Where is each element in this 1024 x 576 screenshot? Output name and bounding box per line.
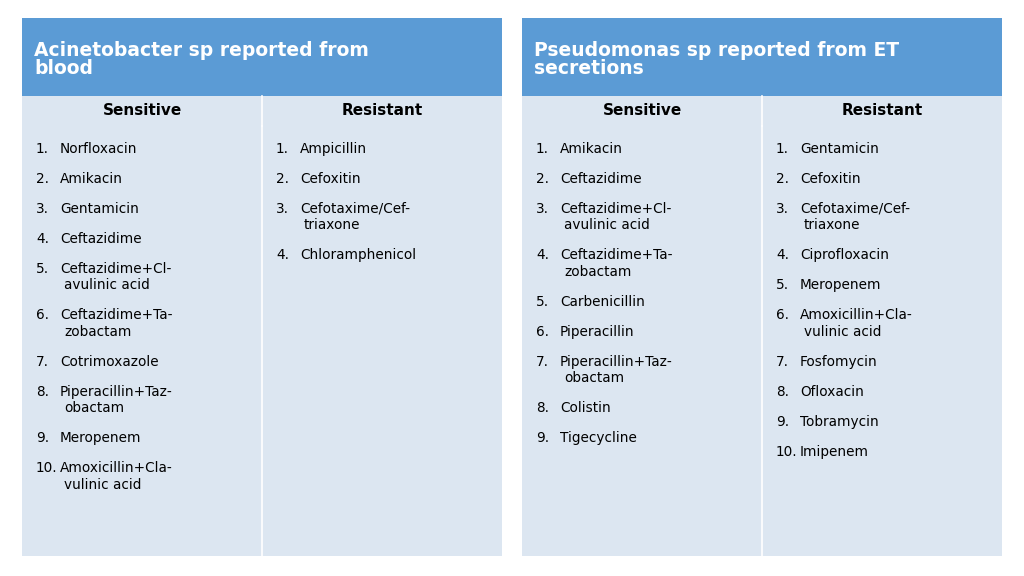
Text: 3.: 3.: [776, 202, 790, 215]
Text: Resistant: Resistant: [842, 103, 923, 118]
Text: Cefotaxime/Cef-: Cefotaxime/Cef-: [300, 202, 410, 215]
Text: Ceftazidime+Ta-: Ceftazidime+Ta-: [560, 248, 673, 262]
Text: 1.: 1.: [776, 142, 790, 156]
Text: 6.: 6.: [36, 308, 49, 322]
FancyBboxPatch shape: [522, 126, 1002, 556]
Text: Carbenicillin: Carbenicillin: [560, 294, 645, 309]
Text: avulinic acid: avulinic acid: [63, 278, 150, 292]
Text: Acinetobacter sp reported from: Acinetobacter sp reported from: [34, 40, 369, 59]
Text: triaxone: triaxone: [804, 218, 860, 232]
Text: obactam: obactam: [564, 371, 624, 385]
Text: Pseudomonas sp reported from ET: Pseudomonas sp reported from ET: [534, 40, 899, 59]
Text: 10.: 10.: [36, 461, 57, 475]
Text: vulinic acid: vulinic acid: [804, 325, 882, 339]
Text: 7.: 7.: [776, 355, 790, 369]
Text: 2.: 2.: [276, 172, 289, 185]
Text: Ceftazidime+Cl-: Ceftazidime+Cl-: [560, 202, 672, 215]
Text: 6.: 6.: [776, 308, 790, 322]
Text: Piperacillin: Piperacillin: [560, 325, 635, 339]
Text: Resistant: Resistant: [341, 103, 423, 118]
FancyBboxPatch shape: [522, 96, 1002, 126]
Text: avulinic acid: avulinic acid: [564, 218, 650, 232]
Text: 1.: 1.: [536, 142, 549, 156]
Text: 5.: 5.: [36, 262, 49, 275]
Text: 9.: 9.: [36, 431, 49, 445]
Text: Amoxicillin+Cla-: Amoxicillin+Cla-: [60, 461, 173, 475]
Text: triaxone: triaxone: [304, 218, 360, 232]
Text: zobactam: zobactam: [564, 264, 632, 279]
Text: Ceftazidime+Cl-: Ceftazidime+Cl-: [60, 262, 171, 275]
Text: Sensitive: Sensitive: [102, 103, 181, 118]
Text: Ofloxacin: Ofloxacin: [800, 385, 864, 399]
Text: 3.: 3.: [276, 202, 289, 215]
Text: Sensitive: Sensitive: [602, 103, 682, 118]
Text: Meropenem: Meropenem: [800, 278, 882, 292]
Text: Gentamicin: Gentamicin: [800, 142, 879, 156]
Text: Cefoxitin: Cefoxitin: [300, 172, 360, 185]
Text: Ciprofloxacin: Ciprofloxacin: [800, 248, 889, 262]
Text: secretions: secretions: [534, 59, 644, 78]
Text: 1.: 1.: [276, 142, 289, 156]
Text: obactam: obactam: [63, 401, 124, 415]
Text: 8.: 8.: [536, 401, 549, 415]
Text: vulinic acid: vulinic acid: [63, 478, 141, 491]
Text: 5.: 5.: [536, 294, 549, 309]
Text: Piperacillin+Taz-: Piperacillin+Taz-: [60, 385, 173, 399]
Text: zobactam: zobactam: [63, 325, 131, 339]
Text: Piperacillin+Taz-: Piperacillin+Taz-: [560, 355, 673, 369]
Text: 2.: 2.: [776, 172, 790, 185]
Text: Ceftazidime: Ceftazidime: [60, 232, 141, 245]
Text: Ampicillin: Ampicillin: [300, 142, 368, 156]
Text: 7.: 7.: [536, 355, 549, 369]
Text: 1.: 1.: [36, 142, 49, 156]
Text: Norfloxacin: Norfloxacin: [60, 142, 137, 156]
FancyBboxPatch shape: [22, 126, 502, 556]
Text: Ceftazidime+Ta-: Ceftazidime+Ta-: [60, 308, 172, 322]
FancyBboxPatch shape: [22, 18, 502, 96]
Text: Tobramycin: Tobramycin: [800, 415, 879, 429]
Text: Fosfomycin: Fosfomycin: [800, 355, 878, 369]
Text: 8.: 8.: [36, 385, 49, 399]
Text: 3.: 3.: [36, 202, 49, 215]
Text: Tigecycline: Tigecycline: [560, 431, 637, 445]
Text: 4.: 4.: [536, 248, 549, 262]
Text: blood: blood: [34, 59, 93, 78]
Text: 4.: 4.: [276, 248, 289, 262]
Text: 10.: 10.: [776, 445, 798, 458]
Text: 4.: 4.: [776, 248, 790, 262]
Text: 8.: 8.: [776, 385, 790, 399]
Text: 3.: 3.: [536, 202, 549, 215]
Text: Chloramphenicol: Chloramphenicol: [300, 248, 416, 262]
Text: Meropenem: Meropenem: [60, 431, 141, 445]
Text: 6.: 6.: [536, 325, 549, 339]
Text: Gentamicin: Gentamicin: [60, 202, 139, 215]
Text: Amikacin: Amikacin: [60, 172, 123, 185]
Text: 5.: 5.: [776, 278, 790, 292]
Text: 9.: 9.: [536, 431, 549, 445]
Text: Ceftazidime: Ceftazidime: [560, 172, 642, 185]
Text: 9.: 9.: [776, 415, 790, 429]
Text: 2.: 2.: [36, 172, 49, 185]
Text: Colistin: Colistin: [560, 401, 610, 415]
FancyBboxPatch shape: [22, 96, 502, 126]
Text: 2.: 2.: [536, 172, 549, 185]
Text: Cefoxitin: Cefoxitin: [800, 172, 860, 185]
Text: Amoxicillin+Cla-: Amoxicillin+Cla-: [800, 308, 912, 322]
Text: Cefotaxime/Cef-: Cefotaxime/Cef-: [800, 202, 910, 215]
Text: 7.: 7.: [36, 355, 49, 369]
Text: Amikacin: Amikacin: [560, 142, 623, 156]
Text: 4.: 4.: [36, 232, 49, 245]
Text: Cotrimoxazole: Cotrimoxazole: [60, 355, 159, 369]
FancyBboxPatch shape: [522, 18, 1002, 96]
Text: Imipenem: Imipenem: [800, 445, 869, 458]
